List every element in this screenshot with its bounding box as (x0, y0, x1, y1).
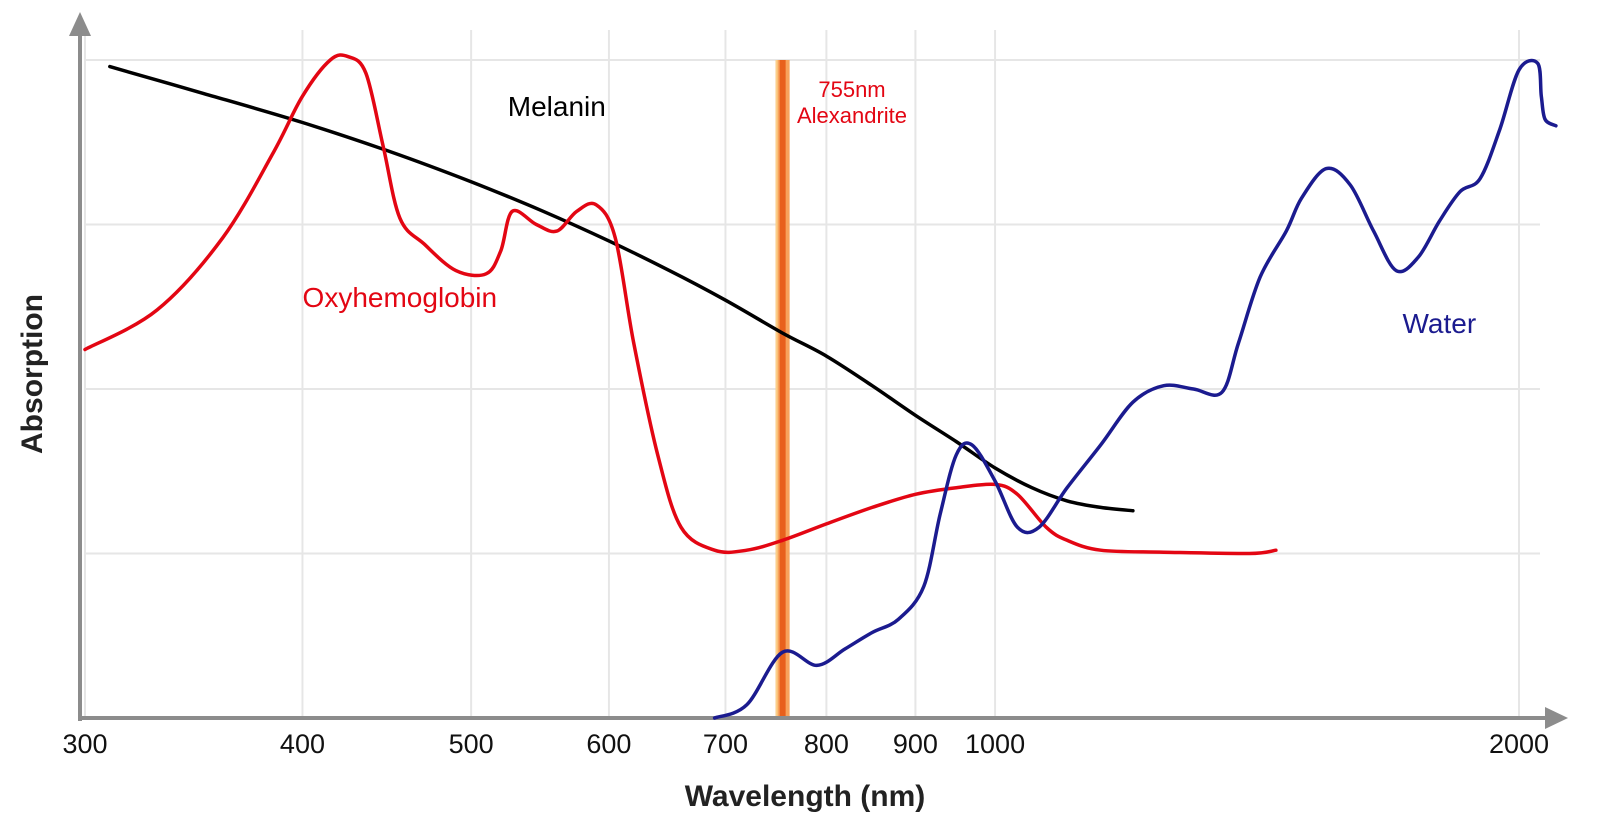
series-lines (83, 53, 1558, 720)
grid (84, 30, 1540, 718)
y-axis-arrow-icon (69, 12, 91, 36)
axes (69, 12, 1568, 729)
highlight-band-label: Alexandrite (797, 103, 907, 128)
x-tick-label: 400 (280, 729, 325, 759)
x-tick-label: 700 (703, 729, 748, 759)
melanin-series-line (108, 64, 1135, 513)
highlight-band-edge (775, 60, 778, 718)
water-series-line (712, 58, 1558, 720)
x-axis-title: Wavelength (nm) (685, 780, 926, 813)
x-tick-label: 2000 (1489, 729, 1549, 759)
melanin-series-label: Melanin (508, 91, 606, 122)
x-tick-label: 500 (449, 729, 494, 759)
highlight-band-label: 755nm (818, 77, 885, 102)
water-series-label: Water (1403, 308, 1477, 339)
oxyhemoglobin-series-label: Oxyhemoglobin (303, 282, 498, 313)
x-tick-label: 600 (586, 729, 631, 759)
oxyhemoglobin-series-line (83, 53, 1278, 556)
x-tick-label: 300 (62, 729, 107, 759)
x-axis-arrow-icon (1545, 707, 1568, 729)
x-tick-labels: 300 400 500 600 700 800 900 1000 2000 (62, 729, 1549, 759)
y-axis-title: Absorption (16, 294, 49, 454)
series-labels: Melanin Oxyhemoglobin Water (303, 91, 1477, 339)
x-tick-label: 900 (893, 729, 938, 759)
highlight-band-core (779, 60, 786, 718)
x-tick-label: 800 (804, 729, 849, 759)
x-tick-label: 1000 (965, 729, 1025, 759)
